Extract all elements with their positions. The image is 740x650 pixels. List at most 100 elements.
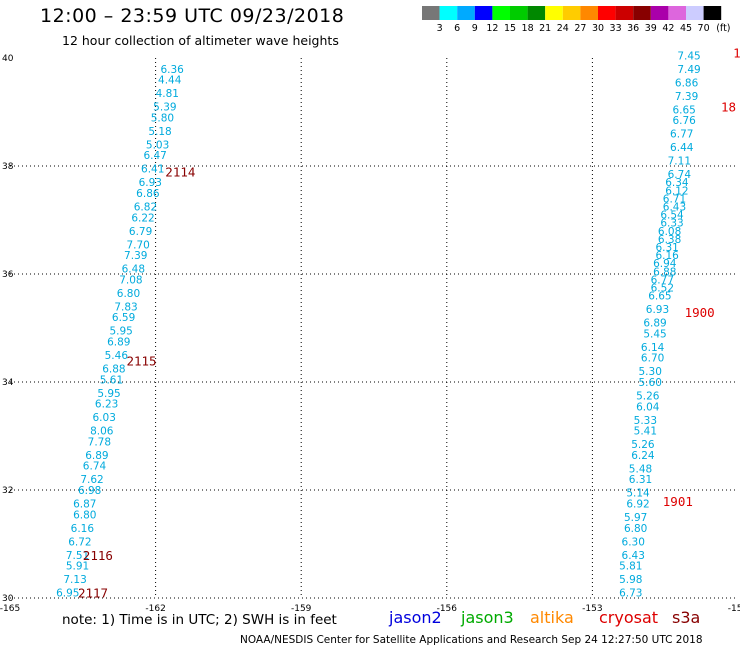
swh-label: 6.41 (141, 164, 164, 176)
swh-label: 6.14 (641, 342, 665, 354)
swh-label: 5.33 (634, 415, 657, 427)
swh-label: 5.45 (643, 328, 666, 340)
legend-label: 15 (504, 23, 516, 34)
swh-label: 6.80 (73, 509, 96, 521)
swh-label: 6.72 (68, 536, 91, 548)
swh-label: 6.43 (622, 550, 645, 562)
swh-label: 6.70 (641, 353, 664, 365)
legend-label: 3 (437, 23, 443, 34)
legend-label: 42 (662, 23, 674, 34)
swh-label: 4.81 (156, 88, 179, 100)
legend-swatch (562, 6, 581, 20)
swh-label: 6.34 (665, 177, 689, 189)
legend-label: 33 (610, 23, 622, 34)
x-tick-label: -150 (728, 604, 740, 614)
legend-swatch (510, 6, 528, 20)
legend-swatch (492, 6, 510, 20)
swh-label: 8.06 (90, 426, 114, 438)
swh-label: 6.76 (672, 115, 696, 127)
swh-label: 5.14 (626, 488, 650, 500)
legend-swatch (527, 6, 546, 20)
color-legend: 3 6 9 12 15 18 21 24 27 30 33 36 39 42 45 70 (ft) (422, 6, 731, 34)
legend-label: 45 (680, 23, 692, 34)
swh-label: 6.54 (660, 210, 684, 222)
swh-label: 6.44 (670, 142, 694, 154)
swh-label: 6.88 (102, 364, 125, 376)
swh-label: 6.86 (136, 188, 160, 200)
swh-label: 6.77 (651, 274, 674, 286)
swh-label: 6.74 (83, 461, 107, 473)
swh-label: 7.78 (88, 436, 111, 448)
swh-label: 5.26 (631, 439, 655, 451)
legend-label: 9 (472, 23, 478, 34)
swh-label: 7.49 (677, 64, 700, 76)
swh-label: 6.80 (117, 288, 140, 300)
legend-swatch (703, 6, 722, 20)
swh-label: 6.93 (646, 304, 669, 316)
legend-swatch (457, 6, 475, 20)
legend-swatch (545, 6, 563, 20)
swh-label: 6.48 (122, 264, 145, 276)
time-label: 2115 (126, 353, 156, 368)
swh-label: 5.26 (636, 391, 660, 403)
y-tick-label: 32 (2, 486, 13, 496)
y-tick-label: 40 (2, 54, 14, 64)
legend-label: 24 (557, 23, 569, 34)
legend-swatch (615, 6, 634, 20)
time-label: 2117 (78, 586, 108, 601)
swh-label: 5.41 (634, 426, 657, 438)
swh-label: 5.60 (639, 377, 662, 389)
satellite-s3a-label: s3a (672, 608, 701, 627)
footer-credit: NOAA/NESDIS Center for Satellite Applica… (240, 634, 703, 646)
legend-swatch (422, 6, 440, 20)
swh-label: 5.18 (148, 126, 171, 138)
swh-label: 6.89 (643, 318, 666, 330)
legend-swatch (633, 6, 651, 20)
swh-label: 5.30 (639, 366, 662, 378)
x-tick-label: -156 (437, 604, 458, 614)
swh-label: 6.23 (95, 399, 118, 411)
swh-label: 6.73 (619, 588, 642, 600)
y-tick-label: 36 (2, 270, 14, 280)
x-tick-label: -153 (582, 604, 602, 614)
swh-label: 6.77 (670, 129, 693, 141)
x-tick-label: -165 (0, 604, 20, 614)
swh-label: 5.46 (105, 350, 129, 362)
swh-label: 6.36 (160, 64, 184, 76)
swh-label: 6.94 (653, 258, 677, 270)
time-label: 2116 (83, 548, 113, 563)
swh-label: 6.79 (129, 226, 152, 238)
swh-label: 7.39 (675, 91, 698, 103)
swh-label: 6.65 (672, 104, 695, 116)
swh-label: 6.65 (648, 291, 671, 303)
swh-label: 5.81 (619, 561, 642, 573)
legend-label: 6 (454, 23, 460, 34)
swh-label: 7.70 (126, 239, 149, 251)
swh-label: 5.98 (619, 574, 642, 586)
swh-label: 6.89 (85, 450, 108, 462)
swh-label: 5.61 (100, 374, 123, 386)
time-label: 1900 (685, 305, 715, 320)
swh-label: 6.22 (131, 212, 154, 224)
swh-label: 6.31 (629, 474, 652, 486)
swh-label: 7.45 (677, 50, 700, 62)
swh-label: 6.12 (665, 185, 688, 197)
legend-label: 18 (522, 23, 534, 34)
swh-label: 6.59 (112, 312, 135, 324)
legend-label: 70 (698, 23, 710, 34)
satellite-jason3-label: jason3 (461, 608, 514, 627)
swh-label: 7.83 (114, 301, 137, 313)
satellite-jason2-label: jason2 (389, 608, 442, 627)
swh-label: 6.08 (658, 226, 681, 238)
footnote: note: 1) Time is in UTC; 2) SWH is in fe… (62, 612, 337, 628)
y-tick-label: 38 (2, 162, 14, 172)
swh-label: 6.52 (651, 283, 674, 295)
time-label: 18 (721, 100, 736, 115)
legend-swatch (598, 6, 616, 20)
legend-swatch (580, 6, 598, 20)
swh-label: 6.74 (668, 169, 692, 181)
swh-label: 5.48 (629, 463, 652, 475)
swh-label: 6.16 (71, 523, 95, 535)
swh-label: 5.91 (66, 561, 89, 573)
legend-label: 21 (539, 23, 551, 34)
